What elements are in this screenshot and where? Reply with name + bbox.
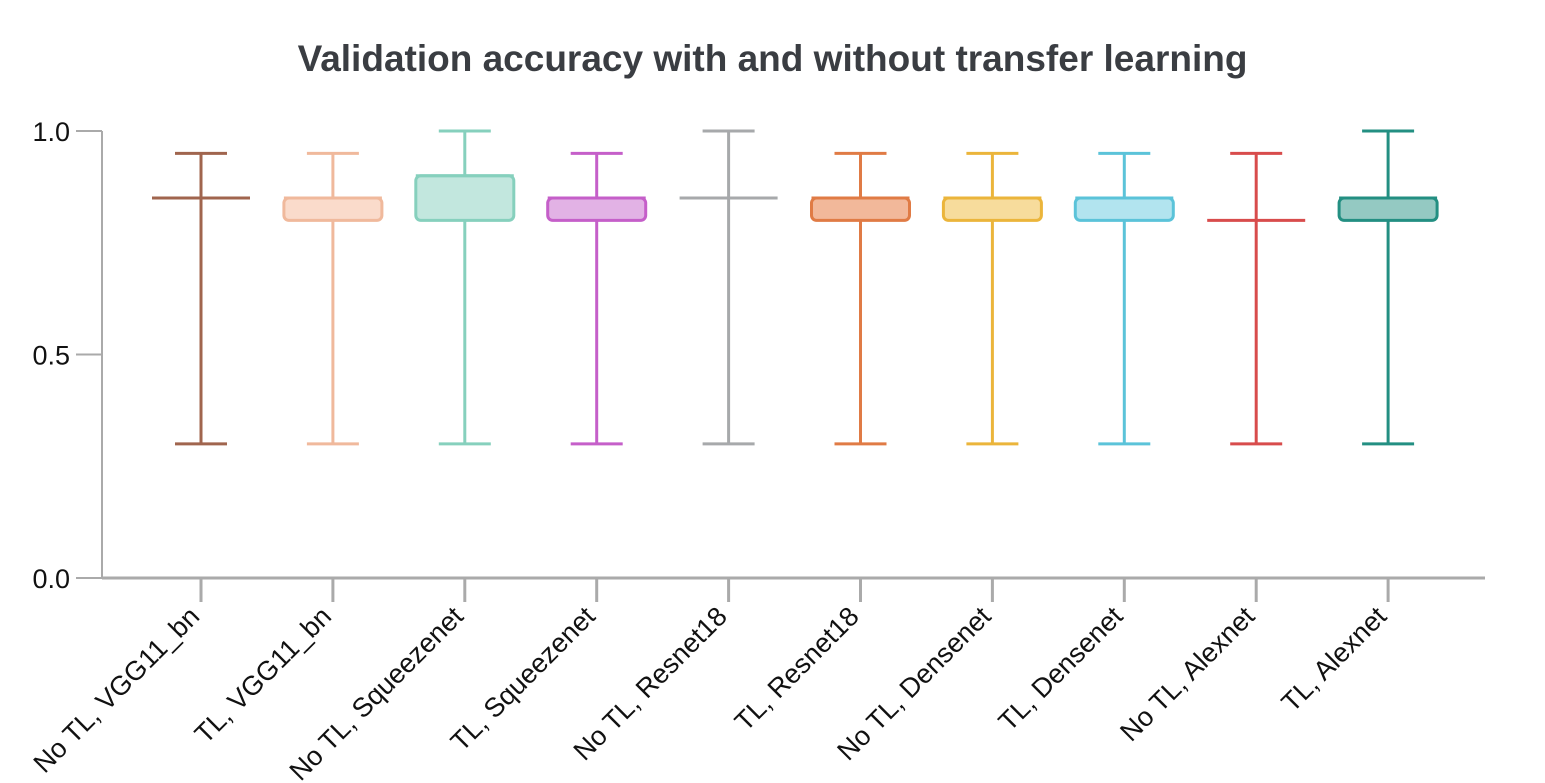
- box-3: [546, 151, 648, 446]
- x-tick-label: TL, Densenet: [993, 601, 1129, 737]
- y-tick-label: 0.5: [32, 341, 70, 371]
- iqr-box: [282, 196, 384, 222]
- box-2: [414, 129, 516, 446]
- y-tick-label: 1.0: [32, 117, 70, 147]
- iqr-box: [414, 174, 516, 222]
- iqr-box: [941, 196, 1043, 222]
- iqr-box: [546, 196, 648, 222]
- y-axis-ticks: 0.0 0.5 1.0: [32, 117, 102, 594]
- iqr-box: [1337, 196, 1439, 222]
- box-series: [152, 129, 1439, 446]
- box-1: [282, 151, 384, 446]
- box-6: [941, 151, 1043, 446]
- x-tick-label: No TL, VGG11_bn: [28, 601, 206, 779]
- box-9: [1337, 129, 1439, 446]
- box-8: [1207, 151, 1306, 446]
- iqr-box: [1073, 196, 1175, 222]
- box-7: [1073, 151, 1175, 446]
- x-tick-label: No TL, Alexnet: [1114, 601, 1260, 747]
- box-4: [679, 129, 778, 446]
- chart-title: Validation accuracy with and without tra…: [297, 38, 1248, 79]
- x-tick-label: TL, Resnet18: [729, 601, 865, 737]
- x-tick-label: TL, Alexnet: [1276, 601, 1393, 718]
- box-5: [810, 151, 911, 446]
- iqr-box: [810, 196, 911, 222]
- x-tick-label: TL, VGG11_bn: [189, 601, 337, 749]
- box-0: [152, 151, 250, 446]
- y-tick-label: 0.0: [32, 564, 70, 594]
